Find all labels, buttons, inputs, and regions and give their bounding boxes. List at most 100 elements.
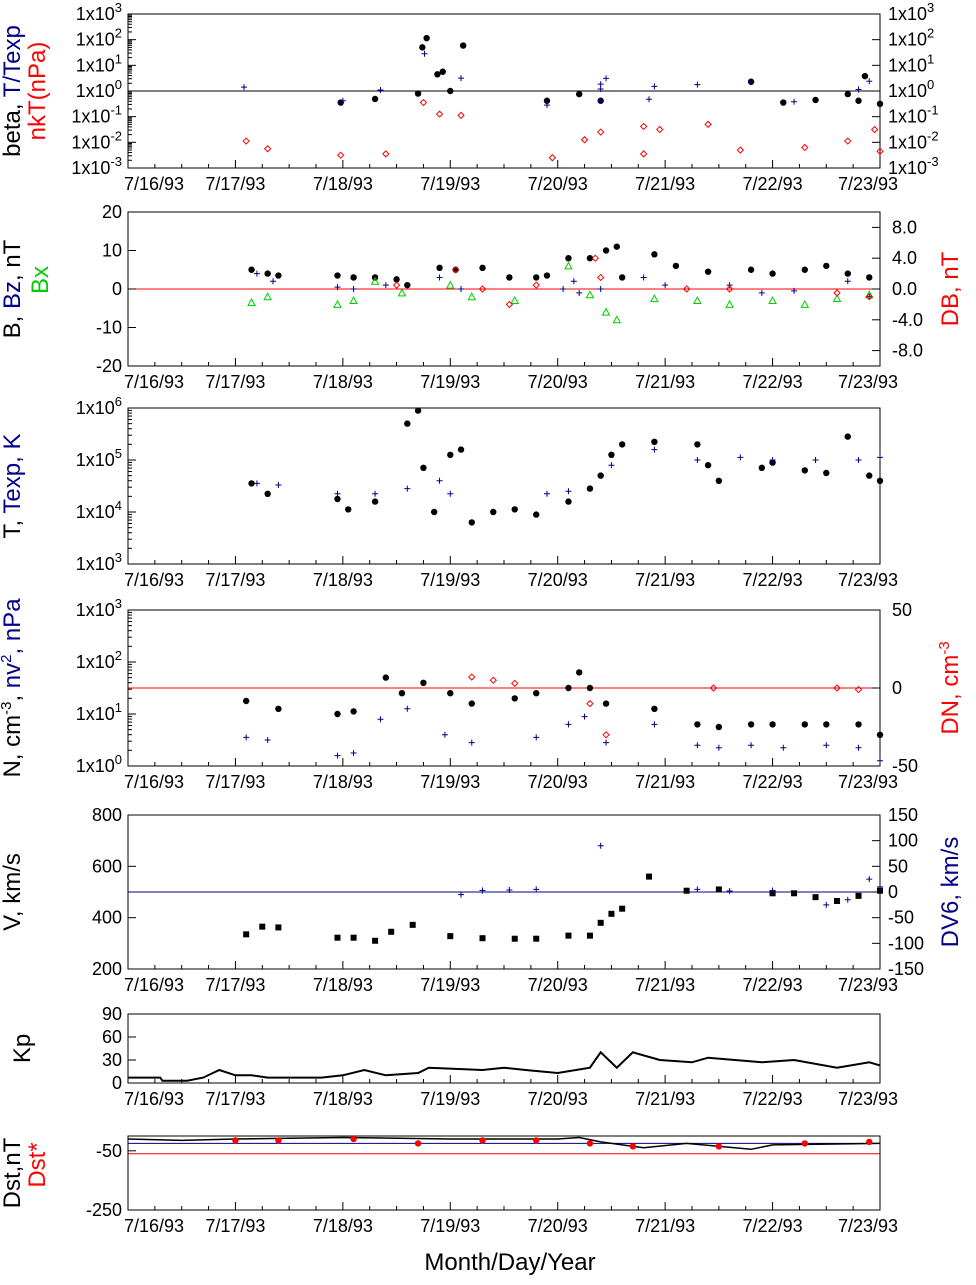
data-point xyxy=(801,467,808,474)
data-point xyxy=(533,274,540,281)
x-tick-label: 7/16/93 xyxy=(124,1089,184,1109)
data-point xyxy=(736,146,745,154)
y-tick-label: 10 xyxy=(102,241,122,261)
x-tick-label: 7/17/93 xyxy=(205,772,265,792)
kp-panel: 7/16/93 7/17/93 7/18/93 7/19/93 7/20/93 7/21/… xyxy=(9,1004,898,1109)
data-point xyxy=(812,894,819,901)
x-tick-label: 7/22/93 xyxy=(743,174,803,194)
data-point xyxy=(608,451,615,458)
data-point xyxy=(812,457,819,463)
y-tick-label: 1x10-2 xyxy=(71,128,122,152)
data-point xyxy=(715,744,722,751)
data-point xyxy=(479,887,486,894)
x-tick-label: 7/19/93 xyxy=(420,1089,480,1109)
data-point xyxy=(800,299,810,308)
x-tick-label: 7/18/93 xyxy=(313,570,373,590)
kp-line xyxy=(128,1050,881,1082)
data-point xyxy=(597,97,604,104)
x-tick-label: 7/23/93 xyxy=(838,1089,898,1109)
data-point xyxy=(780,744,787,751)
data-point xyxy=(639,122,648,131)
data-point xyxy=(479,264,486,272)
data-point xyxy=(334,272,341,279)
x-tick-label: 7/23/93 xyxy=(838,772,898,792)
data-point xyxy=(602,247,610,254)
x-tick-label: 7/16/93 xyxy=(124,174,184,194)
x-tick-label: 7/17/93 xyxy=(205,1216,265,1236)
data-point xyxy=(275,924,282,931)
data-point xyxy=(548,154,557,162)
data-point xyxy=(602,700,610,707)
right-y-tick-label: 1x10-1 xyxy=(888,103,939,127)
x-tick-label: 7/21/93 xyxy=(635,174,695,194)
x-tick-label: 7/18/93 xyxy=(313,1089,373,1109)
data-point xyxy=(511,695,518,702)
data-point xyxy=(345,506,352,513)
b-axis-label: B, Bz, nT xyxy=(0,239,26,338)
v-panel: 7/16/93 7/17/93 7/18/93 7/19/93 7/20/93 7/21/… xyxy=(0,805,964,995)
data-point xyxy=(506,274,513,281)
data-point xyxy=(725,299,734,308)
data-point xyxy=(404,705,411,712)
x-tick-label: 7/22/93 xyxy=(743,1089,803,1109)
data-point xyxy=(447,87,454,95)
y-tick-label: 1x10-1 xyxy=(71,103,122,127)
bx-axis-label: Bx xyxy=(27,266,54,294)
data-point xyxy=(350,286,357,292)
data-point xyxy=(715,723,723,731)
data-point xyxy=(877,454,883,461)
x-tick-label: 7/21/93 xyxy=(635,772,695,792)
x-tick-label: 7/19/93 xyxy=(420,1216,480,1236)
data-point xyxy=(371,95,379,103)
right-y-tick-label: 0 xyxy=(888,882,898,902)
data-point xyxy=(420,679,427,686)
data-point xyxy=(597,472,604,479)
n-panel: 7/16/93 7/17/93 7/18/93 7/19/93 7/20/93 7/21/… xyxy=(0,596,964,792)
y-tick-label: 1x103 xyxy=(76,596,122,620)
x-tick-label: 7/23/93 xyxy=(838,372,898,392)
data-point xyxy=(855,892,862,899)
data-point xyxy=(533,886,540,893)
data-point xyxy=(511,506,518,513)
data-point xyxy=(715,477,723,484)
data-point xyxy=(533,935,540,942)
data-point xyxy=(570,278,577,285)
x-tick-label: 7/21/93 xyxy=(635,1089,695,1109)
right-y-tick-label: 8.0 xyxy=(892,217,917,237)
data-point xyxy=(430,508,438,516)
x-tick-label: 7/20/93 xyxy=(528,1089,588,1109)
data-point xyxy=(248,480,255,487)
data-point xyxy=(876,100,884,108)
data-point xyxy=(737,454,744,461)
dst-star-point xyxy=(232,1137,239,1144)
data-point xyxy=(420,464,427,471)
n-axis-label: N, cm-3, nv2, nPa xyxy=(0,598,26,778)
y-tick-label: 1x103 xyxy=(76,0,122,24)
data-point xyxy=(533,734,540,741)
y-tick-label: -20 xyxy=(96,356,122,376)
data-point xyxy=(650,294,659,303)
data-point xyxy=(270,278,277,285)
data-point xyxy=(253,480,260,487)
data-point xyxy=(854,685,863,694)
data-point xyxy=(350,274,357,281)
data-point xyxy=(510,295,520,305)
x-tick-label: 7/18/93 xyxy=(313,975,373,995)
y-tick-label: 1x106 xyxy=(76,394,122,418)
data-point xyxy=(275,481,282,488)
data-point xyxy=(855,97,862,104)
data-point xyxy=(372,490,379,497)
y-tick-label: 30 xyxy=(102,1050,122,1070)
data-point xyxy=(866,472,873,479)
data-point xyxy=(694,721,701,728)
data-point xyxy=(651,83,658,90)
data-point xyxy=(601,307,611,316)
x-tick-label: 7/22/93 xyxy=(743,975,803,995)
dst-star-point xyxy=(629,1143,637,1150)
x-tick-label: 7/18/93 xyxy=(313,1216,373,1236)
right-y-tick-label: 150 xyxy=(888,805,918,825)
data-point xyxy=(421,50,428,57)
data-point xyxy=(585,290,595,299)
x-tick-label: 7/16/93 xyxy=(124,570,184,590)
